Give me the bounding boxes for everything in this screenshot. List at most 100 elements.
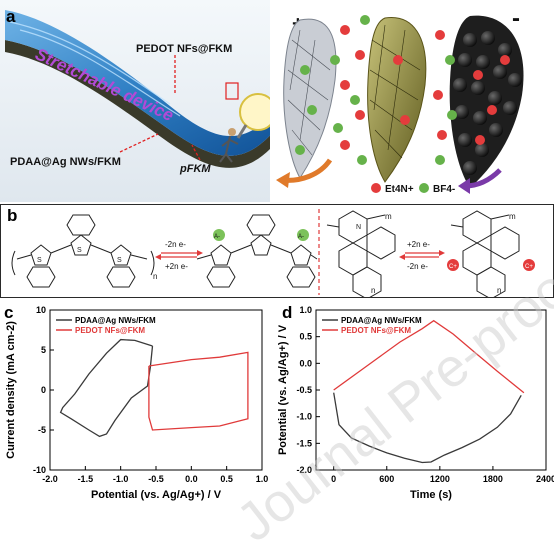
panel-d-svg: d 0 600 1200 1800 2400 -2.0 -1.5 -1.0 -0.5 0.0 0.5… [277, 303, 554, 501]
d-y-tick-label: -1.0 [296, 412, 312, 422]
pdaa-sphere-cluster [453, 31, 522, 175]
right-arrow-top-label: +2n e- [407, 240, 430, 249]
panel-d-label: d [282, 303, 292, 322]
c-series [59, 338, 249, 438]
agnw-fiber-texture [369, 24, 421, 159]
nh-label-1: N [356, 224, 361, 231]
agnw-electrode [367, 17, 427, 183]
arrowhead-left-icon [276, 172, 290, 188]
panel-a-illustration: Stretchable device a PEDOT NFs@FKM PDAA@… [0, 0, 554, 202]
left-arrow-top-label: -2n e- [165, 240, 186, 249]
c-series-line-0 [59, 338, 154, 438]
d-x-axis-label: Time (s) [410, 489, 452, 501]
arrowhead-right-icon [458, 178, 470, 194]
sulfur-label-1: S [37, 257, 42, 264]
c-y-tick-label: 0 [41, 385, 46, 395]
anion-legend-icon [419, 183, 429, 193]
d-y-axis-label: Potential (vs. Ag/Ag+) / V [277, 324, 289, 455]
c-x-tick-label: -1.5 [78, 474, 94, 484]
subscript-m-left: m [385, 212, 392, 221]
d-x-tick-label: 1200 [430, 474, 450, 484]
panel-b-chemistry: b S S S n -2n e- +2n e- [0, 204, 554, 300]
person-body-icon [219, 135, 239, 163]
cation-badge-icon-2 [523, 259, 535, 271]
d-y-tick-label: 0.0 [299, 358, 312, 368]
c-y-tick-label: -10 [33, 465, 46, 475]
magnifier-handle-icon [236, 124, 248, 139]
d-x-tick-label: 2400 [536, 474, 554, 484]
pedot-oxidized-structure [196, 214, 318, 288]
d-series [333, 319, 525, 464]
anode-callout-line [119, 133, 159, 153]
cation-badge-label-1: C+ [449, 264, 457, 270]
substrate-label: pFKM [179, 163, 211, 175]
ions-layer [295, 15, 510, 165]
anode-label: PDAA@Ag NWs/FKM [10, 156, 121, 168]
subscript-n-right: n [497, 286, 501, 295]
d-legend-label-0: PDAA@Ag NWs/FKM [341, 316, 422, 325]
panel-c-label: c [4, 303, 13, 322]
c-x-tick-label: 1.0 [256, 474, 269, 484]
subscript-n-pdaa: n [371, 286, 375, 295]
anion-legend-label: BF4- [433, 184, 455, 195]
substrate-callout-line [191, 144, 201, 161]
c-y-tick-label: 5 [41, 345, 46, 355]
d-x-tick-label: 1800 [483, 474, 503, 484]
c-x-tick-label: -0.5 [148, 474, 164, 484]
c-x-tick-label: 0.5 [220, 474, 233, 484]
c-legend-label-1: PEDOT NFs@FKM [75, 326, 145, 335]
panel-c-svg: c -2.0 -1.5 -1.0 -0.5 0.0 0.5 1.0 -10 -5 0 5 10 PDA… [4, 303, 268, 501]
c-series-line-1 [148, 351, 249, 431]
left-arrow-bottom-label: +2n e- [165, 262, 188, 271]
d-x-tick-label: 0 [331, 474, 336, 484]
d-series-line-0 [333, 392, 522, 464]
d-series-line-1 [333, 319, 525, 394]
c-x-tick-label: -2.0 [42, 474, 58, 484]
c-x-tick-label: 0.0 [185, 474, 198, 484]
c-x-axis-label: Potential (vs. Ag/Ag+) / V [91, 489, 222, 501]
zoom-box [225, 82, 239, 100]
c-ticks: -2.0 -1.5 -1.0 -0.5 0.0 0.5 1.0 -10 -5 0 5 10 [33, 305, 268, 484]
d-x-tick-label: 600 [379, 474, 394, 484]
minus-sign: - [512, 5, 520, 32]
panel-c-cv-chart: c -2.0 -1.5 -1.0 -0.5 0.0 0.5 1.0 -10 -5 0 5 10 PDA… [0, 300, 275, 503]
cation-legend-icon [371, 183, 381, 193]
anion-badge-icon-2 [297, 229, 309, 241]
arrowhead-icon-b4 [399, 254, 405, 260]
anion-badge-icon-1 [213, 229, 225, 241]
c-y-tick-label: 10 [36, 305, 46, 315]
c-legend-label-0: PDAA@Ag NWs/FKM [75, 316, 156, 325]
cation-badge-icon-1 [447, 259, 459, 271]
panel-a-svg: Stretchable device a PEDOT NFs@FKM PDAA@… [0, 0, 554, 202]
sulfur-label-3: S [117, 257, 122, 264]
subscript-m-right: m [509, 212, 516, 221]
d-y-tick-label: 1.0 [299, 305, 312, 315]
cathode-label: PEDOT NFs@FKM [136, 43, 232, 55]
arrowhead-icon-b1 [197, 250, 203, 256]
d-y-tick-label: -0.5 [296, 385, 312, 395]
arrowhead-icon-b3 [439, 250, 445, 256]
right-arrow-bottom-label: -2n e- [407, 262, 428, 271]
anion-badge-label-2: A- [298, 234, 304, 240]
c-x-tick-label: -1.0 [113, 474, 129, 484]
panel-b-svg: b S S S n -2n e- +2n e- [7, 206, 535, 300]
cation-legend-label: Et4N+ [385, 184, 414, 195]
pdaa-neutral-structure [326, 210, 396, 300]
arrowhead-icon-b2 [155, 254, 161, 260]
sulfur-label-2: S [77, 247, 82, 254]
pedot-neutral-structure [11, 214, 155, 288]
panel-d-gcd-chart: d 0 600 1200 1800 2400 -2.0 -1.5 -1.0 -0.5 0.0 0.5… [276, 300, 554, 503]
d-legend-label-1: PEDOT NFs@FKM [341, 326, 411, 335]
d-ticks: 0 600 1200 1800 2400 -2.0 -1.5 -1.0 -0.5 0.0 0.5 1.… [296, 305, 554, 484]
panel-b-label: b [7, 206, 17, 225]
c-y-tick-label: -5 [38, 425, 46, 435]
anion-badge-label-1: A- [214, 234, 220, 240]
d-y-tick-label: -1.5 [296, 438, 312, 448]
pdaa-reduced-structure [450, 210, 520, 300]
device-substrate-layer [5, 40, 294, 168]
pedot-fiber-texture [287, 29, 331, 156]
c-y-axis-label: Current density (mA cm-2) [5, 321, 17, 459]
d-y-tick-label: -2.0 [296, 465, 312, 475]
